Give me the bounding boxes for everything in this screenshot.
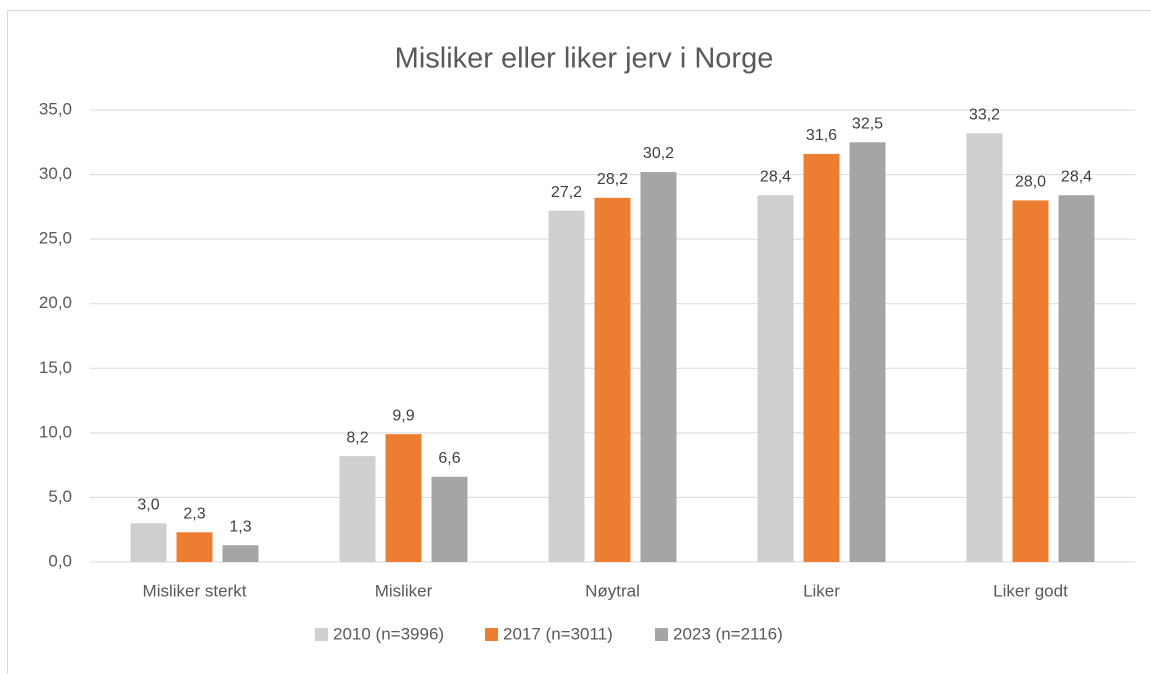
x-tick-label: Liker bbox=[803, 581, 840, 600]
bar bbox=[177, 532, 213, 562]
y-tick-label: 10,0 bbox=[39, 422, 72, 441]
y-tick-label: 25,0 bbox=[39, 229, 72, 248]
x-tick-label: Nøytral bbox=[585, 581, 640, 600]
data-label: 8,2 bbox=[346, 429, 368, 446]
data-label: 31,6 bbox=[806, 127, 837, 144]
data-label: 6,6 bbox=[438, 450, 460, 467]
legend-label: 2023 (n=2116) bbox=[673, 624, 783, 643]
x-tick-label: Misliker bbox=[375, 581, 433, 600]
bar bbox=[549, 211, 585, 562]
chart-title: Misliker eller liker jerv i Norge bbox=[395, 43, 774, 75]
x-tick-label: Liker godt bbox=[993, 581, 1068, 600]
bar bbox=[386, 434, 422, 562]
data-label: 28,2 bbox=[597, 171, 628, 188]
y-tick-label: 5,0 bbox=[48, 487, 72, 506]
bar bbox=[1059, 195, 1095, 562]
x-tick-label: Misliker sterkt bbox=[143, 581, 247, 600]
bar bbox=[595, 198, 631, 562]
bar bbox=[758, 195, 794, 562]
legend-label: 2010 (n=3996) bbox=[333, 624, 444, 643]
bar bbox=[223, 545, 259, 562]
legend-swatch bbox=[485, 628, 498, 641]
data-label: 28,4 bbox=[760, 168, 791, 185]
data-label: 9,9 bbox=[392, 407, 414, 424]
legend-label: 2017 (n=3011) bbox=[503, 624, 613, 643]
bar bbox=[1013, 200, 1049, 562]
bar bbox=[641, 172, 677, 562]
bar bbox=[804, 154, 840, 562]
data-label: 1,3 bbox=[229, 518, 251, 535]
bar bbox=[967, 133, 1003, 562]
bar bbox=[340, 456, 376, 562]
bar bbox=[131, 523, 167, 562]
data-label: 3,0 bbox=[137, 496, 159, 513]
legend-swatch bbox=[315, 628, 328, 641]
bar bbox=[850, 142, 886, 562]
y-tick-label: 15,0 bbox=[39, 358, 72, 377]
legend-swatch bbox=[655, 628, 668, 641]
data-label: 30,2 bbox=[643, 145, 674, 162]
data-label: 32,5 bbox=[852, 116, 883, 133]
data-label: 33,2 bbox=[969, 106, 1000, 123]
data-label: 2,3 bbox=[183, 506, 205, 523]
bar bbox=[432, 477, 468, 562]
data-label: 28,4 bbox=[1061, 168, 1092, 185]
y-tick-label: 20,0 bbox=[39, 293, 72, 312]
y-tick-label: 0,0 bbox=[48, 551, 72, 570]
data-label: 28,0 bbox=[1015, 174, 1046, 191]
y-tick-label: 35,0 bbox=[39, 99, 72, 118]
data-label: 27,2 bbox=[551, 184, 582, 201]
y-tick-label: 30,0 bbox=[39, 164, 72, 183]
